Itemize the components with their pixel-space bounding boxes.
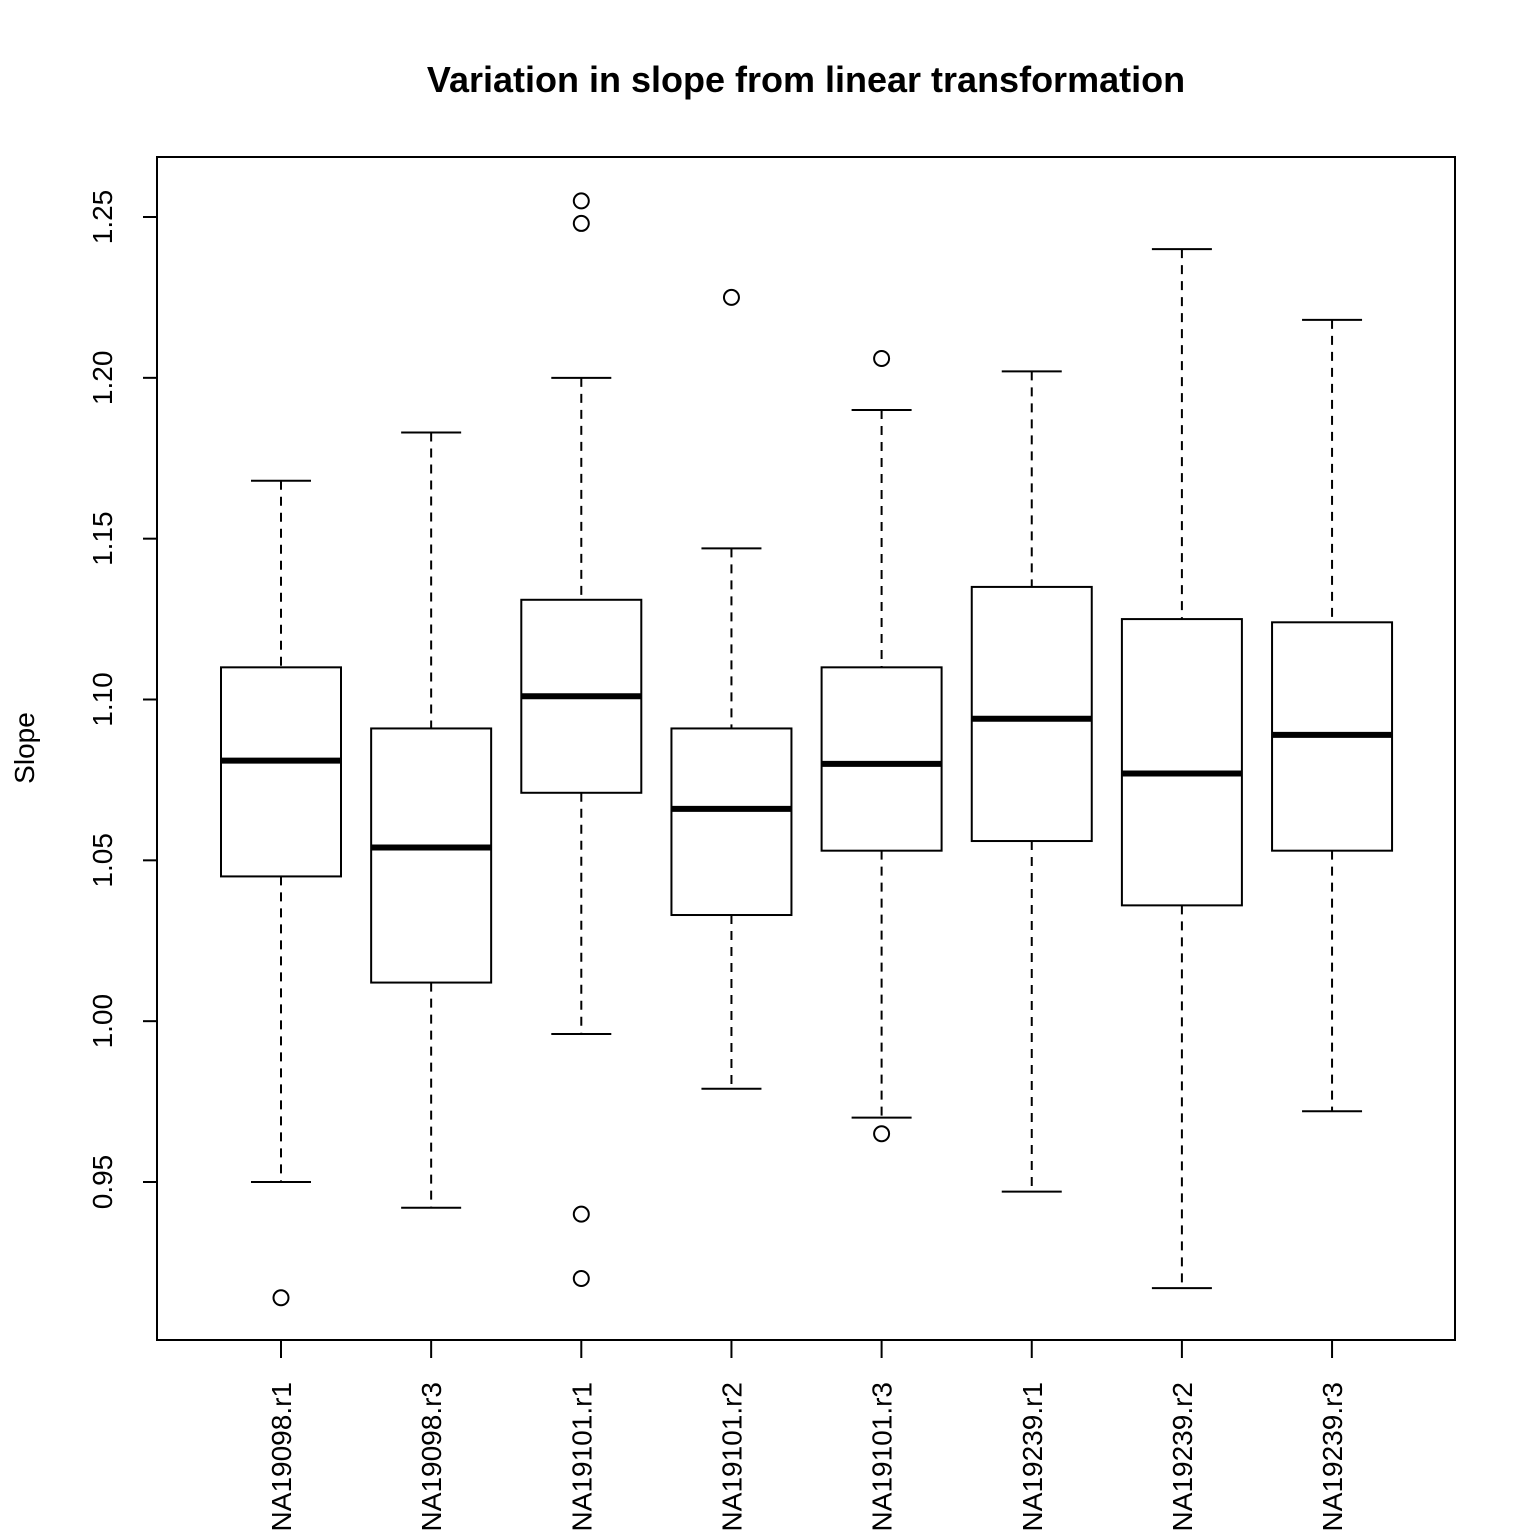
box-NA19101.r2 — [670, 288, 793, 1090]
outlier-point — [572, 1270, 590, 1287]
iqr-box — [670, 727, 793, 917]
y-axis-label: Slope — [9, 712, 40, 784]
iqr-box — [970, 585, 1093, 843]
box-NA19098.r1 — [220, 479, 342, 1307]
y-tick-label: 1.10 — [87, 672, 118, 727]
y-axis: 0.95 1.00 1.05 1.10 1.15 1.20 1.25 — [87, 190, 158, 1210]
y-tick-label: 1.00 — [87, 994, 118, 1049]
x-tick-label: NA19239.r2 — [1167, 1382, 1198, 1531]
box-NA19239.r2 — [1120, 248, 1243, 1290]
outlier-point — [572, 214, 590, 232]
x-tick-label: NA19239.r1 — [1017, 1382, 1048, 1531]
x-tick-label: NA19101.r2 — [716, 1382, 747, 1531]
y-tick-label: 1.15 — [87, 511, 118, 566]
x-axis: NA19098.r1 NA19098.r3 NA19101.r1 NA19101.r2… — [266, 1339, 1348, 1531]
chart-title: Variation in slope from linear transform… — [427, 59, 1185, 100]
x-tick-label: NA19101.r3 — [867, 1382, 898, 1531]
x-tick-label: NA19101.r1 — [566, 1382, 597, 1531]
box-NA19239.r1 — [970, 370, 1093, 1193]
iqr-box — [370, 727, 493, 984]
box-NA19239.r3 — [1271, 318, 1394, 1113]
outlier-point — [873, 1125, 891, 1143]
iqr-box — [820, 666, 943, 852]
outlier-point — [272, 1289, 290, 1307]
outlier-point — [572, 192, 590, 210]
y-tick-label: 1.20 — [87, 351, 118, 406]
x-tick-label: NA19098.r1 — [266, 1382, 297, 1531]
plot-frame — [156, 156, 1456, 1341]
boxes-group — [220, 192, 1394, 1307]
box-NA19098.r3 — [370, 431, 493, 1209]
box-NA19101.r3 — [820, 350, 943, 1143]
outlier-point — [873, 350, 891, 368]
iqr-box — [220, 666, 342, 878]
box-NA19101.r1 — [520, 192, 643, 1287]
y-tick-label: 1.05 — [87, 833, 118, 888]
x-tick-label: NA19098.r3 — [416, 1382, 447, 1531]
y-tick-label: 0.95 — [87, 1155, 118, 1210]
y-tick-label: 1.25 — [87, 190, 118, 245]
x-tick-label: NA19239.r3 — [1317, 1382, 1348, 1531]
outlier-point — [722, 288, 740, 306]
outlier-point — [572, 1205, 590, 1223]
iqr-box — [1120, 618, 1243, 907]
